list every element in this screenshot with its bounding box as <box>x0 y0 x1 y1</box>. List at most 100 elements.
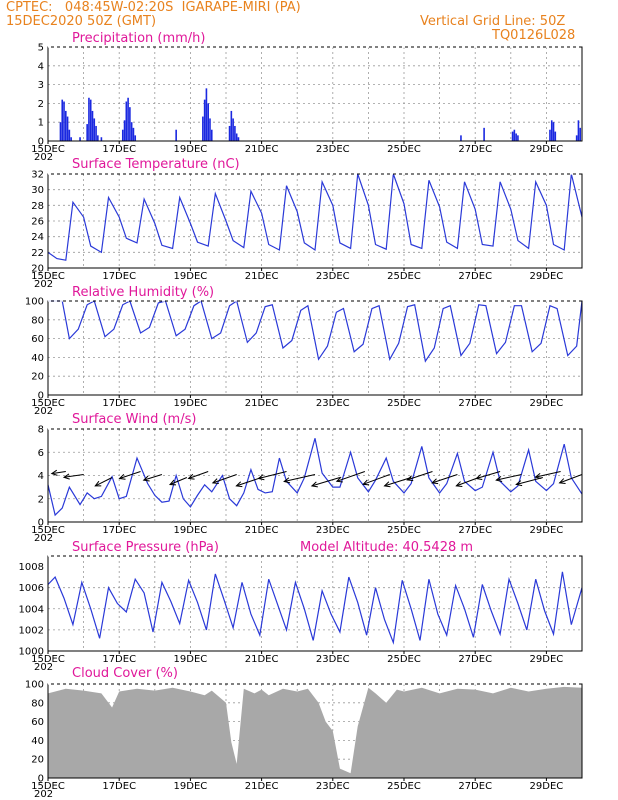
precipitation-bar <box>511 131 514 141</box>
x-tick-label: 25DEC <box>387 654 421 665</box>
x-tick-label: 19DEC <box>174 271 208 282</box>
run-date-header: 15DEC2020 50Z (GMT) <box>6 14 157 29</box>
precipitation-bar <box>175 129 177 141</box>
precipitation-bar <box>549 129 551 141</box>
series-line <box>47 571 583 645</box>
wind-arrow <box>119 471 141 479</box>
y-tick-label: 20 <box>31 755 44 766</box>
precipitation-bar <box>483 127 485 141</box>
wind-arrow <box>496 474 522 481</box>
wind-arrow-head <box>50 469 58 476</box>
x-tick-label: 17DEC <box>102 398 136 409</box>
y-tick-label: 1008 <box>19 562 44 573</box>
x-tick-label: 29DEC <box>530 398 564 409</box>
precipitation-bar <box>68 129 71 141</box>
precipitation-bar <box>577 120 580 141</box>
y-tick-label: 60 <box>31 717 44 728</box>
x-tick-label: 23DEC <box>316 781 350 792</box>
x-tick-label: 29DEC <box>530 525 564 536</box>
x-tick-label: 23DEC <box>316 654 350 665</box>
wind-arrow-head <box>257 474 265 481</box>
wind-arrow-head <box>168 479 177 486</box>
x-tick-label: 25DEC <box>387 781 421 792</box>
wind-arrow <box>212 474 237 484</box>
x-tick-label: 23DEC <box>316 525 350 536</box>
precipitation-bar <box>86 124 88 141</box>
panel-4: Surface Wind (m/s) 0 2 4 6 8 15DEC 17DEC 19DEC 21… <box>31 412 583 544</box>
x-tick-label: 29DEC <box>530 781 564 792</box>
precipitation-bar <box>552 122 555 141</box>
precipitation-bar <box>88 97 90 141</box>
y-tick-label: 1004 <box>19 604 44 615</box>
x-tick-label: 17DEC <box>102 144 136 155</box>
wind-arrow <box>559 474 583 484</box>
wind-arrow-head <box>118 473 126 480</box>
wind-arrow <box>236 477 262 487</box>
wind-arrow <box>407 471 433 481</box>
series-line <box>47 438 583 517</box>
precipitation-bar <box>228 125 231 141</box>
precipitation-bar <box>123 120 126 141</box>
precipitation-bar <box>130 122 133 141</box>
x-tick-label: 15DEC <box>31 271 65 282</box>
x-tick-label: 17DEC <box>102 525 136 536</box>
panel-1: Precipitation (mm/h) 0 1 2 3 4 5 15DEC 17DEC 19DE… <box>31 31 583 163</box>
precipitation-bar <box>202 116 204 141</box>
y-tick-label: 28 <box>31 201 44 212</box>
x-tick-label: 17DEC <box>102 654 136 665</box>
x-tick-label: 25DEC <box>387 525 421 536</box>
x-tick-label: 15DEC <box>31 144 65 155</box>
x-year-fragment: 202 <box>34 406 53 417</box>
panel-5: Surface Pressure (hPa) Model Altitude: 40… <box>19 540 583 673</box>
x-year-fragment: 202 <box>34 533 53 544</box>
wind-arrow <box>169 477 188 485</box>
y-tick-label: 30 <box>31 185 44 196</box>
precipitation-bar <box>209 118 211 141</box>
wind-arrow-head <box>187 473 195 480</box>
wind-arrow-head <box>558 478 566 484</box>
wind-arrow <box>63 474 84 478</box>
x-tick-label: 19DEC <box>174 781 208 792</box>
precipitation-bar <box>554 131 557 141</box>
panel-title: Surface Temperature (nC) <box>72 157 240 172</box>
y-tick-label: 80 <box>31 315 44 326</box>
precipitation-bar <box>235 133 238 141</box>
x-tick-label: 17DEC <box>102 781 136 792</box>
x-tick-label: 21DEC <box>245 271 279 282</box>
cloud-cover-area <box>48 686 582 778</box>
precipitation-bar <box>63 101 65 141</box>
wind-arrow <box>476 471 501 479</box>
x-tick-label: 27DEC <box>458 271 492 282</box>
x-tick-label: 23DEC <box>316 398 350 409</box>
x-tick-label: 15DEC <box>31 398 65 409</box>
y-tick-label: 26 <box>31 217 44 228</box>
wind-arrow <box>336 471 366 482</box>
wind-arrow-head <box>142 475 150 482</box>
wind-arrow <box>384 477 412 487</box>
x-tick-label: 21DEC <box>245 781 279 792</box>
wind-arrow <box>95 477 113 487</box>
wind-arrow-head <box>310 481 318 488</box>
x-tick-label: 17DEC <box>102 271 136 282</box>
x-tick-label: 27DEC <box>458 398 492 409</box>
precipitation-bar <box>203 99 206 141</box>
wind-arrow-head <box>431 478 439 485</box>
wind-arrow-head <box>534 472 542 479</box>
y-tick-label: 0 <box>38 774 44 785</box>
precipitation-bar <box>97 135 99 141</box>
precipitation-bar <box>550 120 553 141</box>
wind-arrow-head <box>235 481 243 488</box>
x-tick-label: 25DEC <box>387 271 421 282</box>
wind-arrow-head <box>362 479 370 486</box>
y-tick-label: 80 <box>31 698 44 709</box>
x-year-fragment: 202 <box>34 662 53 673</box>
precipitation-bar <box>517 135 519 141</box>
wind-arrow-head <box>406 475 414 482</box>
x-tick-label: 21DEC <box>245 525 279 536</box>
x-tick-label: 27DEC <box>458 525 492 536</box>
panel-annotation: Model Altitude: 40.5428 m <box>300 540 473 555</box>
precipitation-bar <box>513 129 516 141</box>
y-tick-label: 20 <box>31 372 44 383</box>
precipitation-bar <box>125 101 128 141</box>
wind-arrow <box>516 477 543 485</box>
